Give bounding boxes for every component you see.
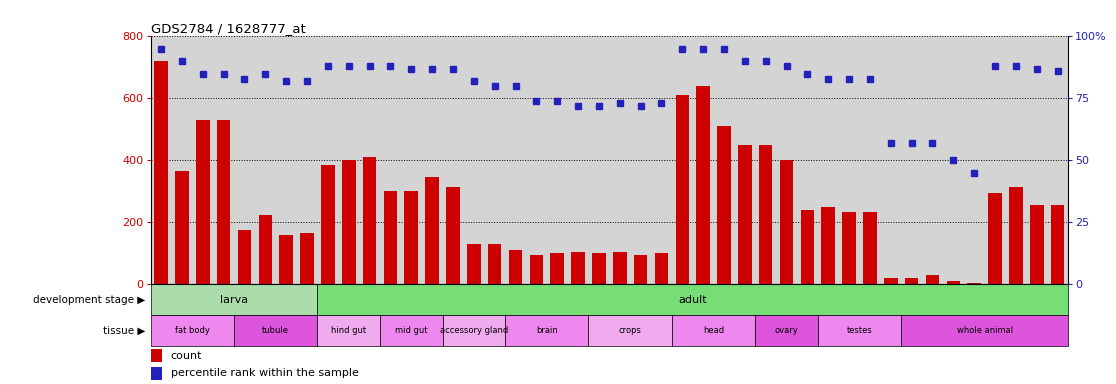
Bar: [384, 191, 397, 285]
Bar: [151, 349, 162, 362]
Bar: [738, 145, 752, 285]
Text: ovary: ovary: [775, 326, 798, 335]
Bar: [718, 126, 731, 285]
Text: percentile rank within the sample: percentile rank within the sample: [171, 369, 358, 379]
Bar: [756, 315, 818, 346]
Bar: [843, 212, 856, 285]
Text: testes: testes: [847, 326, 873, 335]
Text: tubule: tubule: [262, 326, 289, 335]
Bar: [821, 207, 835, 285]
Bar: [317, 285, 1068, 315]
Bar: [238, 230, 251, 285]
Bar: [884, 278, 897, 285]
Bar: [151, 285, 317, 315]
Bar: [175, 171, 189, 285]
Bar: [902, 315, 1068, 346]
Bar: [363, 157, 376, 285]
Bar: [154, 61, 167, 285]
Bar: [234, 315, 317, 346]
Text: hind gut: hind gut: [331, 326, 366, 335]
Bar: [550, 253, 564, 285]
Text: brain: brain: [536, 326, 558, 335]
Bar: [593, 253, 606, 285]
Text: larva: larva: [220, 295, 248, 305]
Bar: [488, 244, 501, 285]
Bar: [446, 187, 460, 285]
Bar: [506, 315, 588, 346]
Bar: [968, 283, 981, 285]
Bar: [404, 191, 418, 285]
Bar: [530, 255, 543, 285]
Bar: [925, 275, 940, 285]
Bar: [1009, 187, 1022, 285]
Bar: [317, 315, 379, 346]
Bar: [151, 315, 234, 346]
Bar: [613, 252, 626, 285]
Text: GDS2784 / 1628777_at: GDS2784 / 1628777_at: [151, 22, 306, 35]
Bar: [863, 212, 877, 285]
Bar: [509, 250, 522, 285]
Bar: [780, 161, 793, 285]
Bar: [425, 177, 439, 285]
Bar: [818, 315, 902, 346]
Bar: [672, 315, 756, 346]
Bar: [379, 315, 443, 346]
Bar: [196, 120, 210, 285]
Bar: [443, 315, 506, 346]
Text: crops: crops: [618, 326, 642, 335]
Bar: [300, 233, 314, 285]
Text: accessory gland: accessory gland: [440, 326, 508, 335]
Bar: [588, 315, 672, 346]
Bar: [989, 193, 1002, 285]
Text: whole animal: whole animal: [956, 326, 1012, 335]
Bar: [571, 252, 585, 285]
Bar: [151, 367, 162, 380]
Bar: [675, 95, 689, 285]
Bar: [634, 255, 647, 285]
Bar: [321, 165, 335, 285]
Text: fat body: fat body: [175, 326, 210, 335]
Bar: [759, 145, 772, 285]
Bar: [1030, 205, 1043, 285]
Bar: [217, 120, 230, 285]
Text: count: count: [171, 351, 202, 361]
Text: adult: adult: [679, 295, 708, 305]
Bar: [466, 244, 481, 285]
Bar: [655, 253, 668, 285]
Text: head: head: [703, 326, 724, 335]
Bar: [946, 281, 960, 285]
Bar: [1051, 205, 1065, 285]
Bar: [279, 235, 294, 285]
Bar: [905, 278, 918, 285]
Text: development stage ▶: development stage ▶: [32, 295, 145, 305]
Bar: [696, 86, 710, 285]
Bar: [800, 210, 815, 285]
Bar: [259, 215, 272, 285]
Text: mid gut: mid gut: [395, 326, 427, 335]
Text: tissue ▶: tissue ▶: [103, 326, 145, 336]
Bar: [341, 161, 356, 285]
